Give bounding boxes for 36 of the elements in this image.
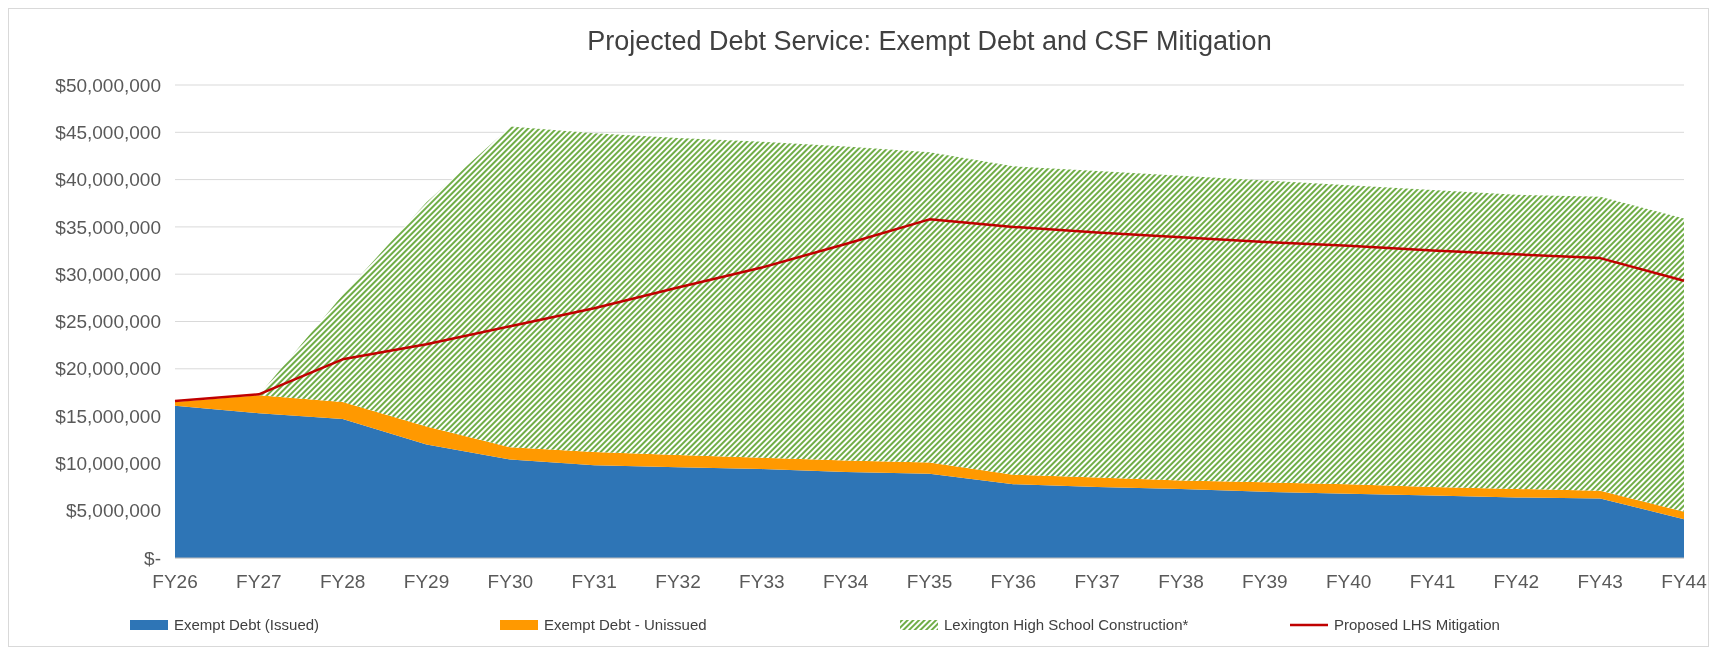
x-tick-label: FY39 bbox=[1242, 571, 1288, 592]
chart-title: Projected Debt Service: Exempt Debt and CSF Mitigation bbox=[587, 26, 1272, 56]
x-tick-label: FY33 bbox=[739, 571, 785, 592]
y-tick-label: $- bbox=[144, 547, 161, 569]
x-tick-label: FY35 bbox=[906, 571, 953, 592]
x-tick-label: FY29 bbox=[403, 571, 450, 592]
x-tick-label: FY38 bbox=[1158, 571, 1204, 592]
x-tick-label: FY42 bbox=[1493, 571, 1540, 592]
x-tick-label: FY31 bbox=[571, 571, 617, 592]
x-tick-label: FY36 bbox=[990, 571, 1037, 592]
x-tick-label: FY26 bbox=[152, 571, 198, 592]
x-tick-label: FY40 bbox=[1325, 571, 1372, 592]
x-tick-label: FY32 bbox=[655, 571, 701, 592]
line-series bbox=[173, 218, 1686, 403]
legend-label: Exempt Debt - Unissued bbox=[544, 616, 707, 634]
y-tick-label: $25,000,000 bbox=[55, 311, 161, 333]
y-tick-label: $35,000,000 bbox=[55, 216, 161, 238]
y-tick-label: $45,000,000 bbox=[55, 121, 161, 143]
y-tick-label: $5,000,000 bbox=[65, 500, 161, 522]
x-tick-label: FY30 bbox=[487, 571, 534, 592]
legend-label: Proposed LHS Mitigation bbox=[1334, 616, 1500, 634]
x-tick-label: FY44 bbox=[1661, 571, 1708, 592]
y-tick-label: $10,000,000 bbox=[55, 453, 161, 475]
y-tick-label: $40,000,000 bbox=[55, 169, 161, 191]
y-tick-label: $15,000,000 bbox=[55, 405, 161, 427]
legend-label: Lexington High School Construction* bbox=[944, 616, 1189, 634]
x-tick-label: FY43 bbox=[1577, 571, 1623, 592]
legend-label: Exempt Debt (Issued) bbox=[174, 616, 320, 634]
y-tick-label: $20,000,000 bbox=[55, 358, 161, 380]
x-tick-label: FY37 bbox=[1074, 571, 1120, 592]
x-tick-label: FY28 bbox=[319, 571, 366, 592]
x-tick-label: FY41 bbox=[1409, 571, 1456, 592]
x-tick-label: FY27 bbox=[236, 571, 282, 592]
y-tick-label: $50,000,000 bbox=[55, 74, 161, 96]
y-tick-label: $30,000,000 bbox=[55, 263, 161, 285]
x-tick-label: FY34 bbox=[822, 571, 869, 592]
